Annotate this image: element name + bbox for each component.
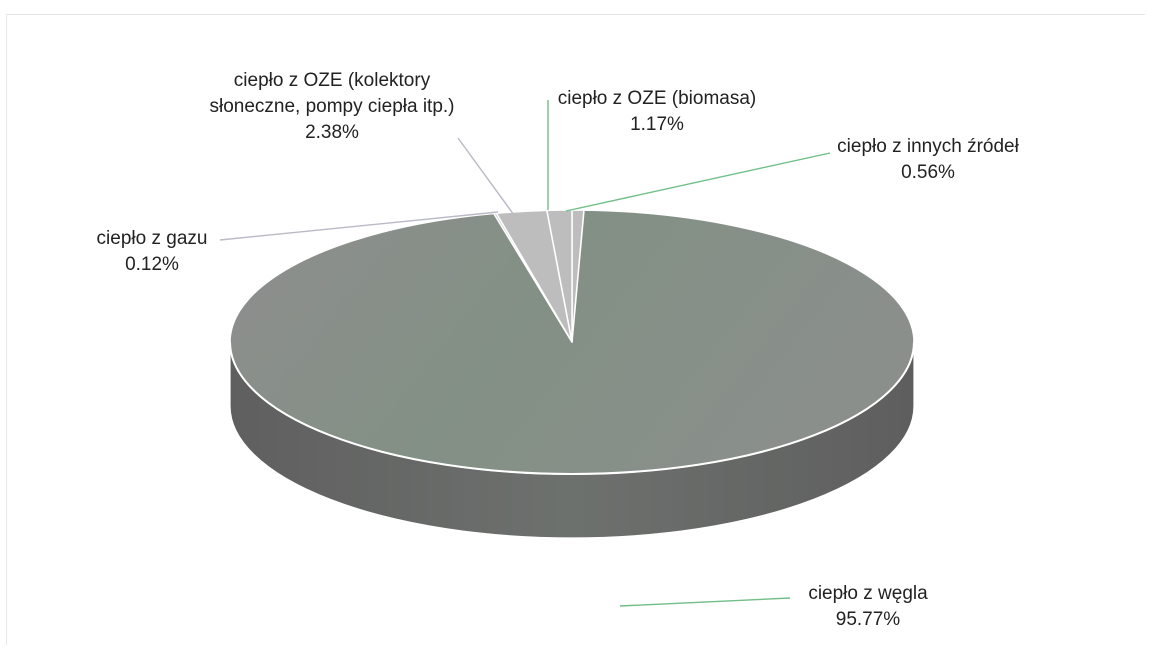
- slice-biomasa-value-label: 1.17%: [630, 114, 684, 135]
- chart-frame: [6, 14, 1145, 645]
- slice-gaz-label: ciepło z gazu 0.12%: [97, 228, 208, 275]
- slice-weg-value-label: 95.77%: [836, 609, 901, 630]
- slice-inne-value-label: 0.56%: [901, 162, 955, 183]
- slice-gaz-leader: [219, 211, 499, 241]
- slice-gaz-value-label: 0.12%: [125, 254, 179, 275]
- slice-weg-leader: [619, 597, 791, 607]
- slice-kolektory-leader: [457, 137, 515, 216]
- slice-inne-label: ciepło z innych źródeł 0.56%: [837, 136, 1019, 183]
- slice-inne-leader: [565, 152, 831, 212]
- pie-rim: [229, 341, 915, 475]
- slice-kolektory-value-label: 2.38%: [305, 122, 359, 143]
- slice-kolektory-label: ciepło z OZE (kolektory słoneczne, pompy …: [209, 70, 454, 143]
- slice-weg-label: ciepło z węgla 95.77%: [808, 583, 928, 630]
- slice-biomasa-label: ciepło z OZE (biomasa) 1.17%: [558, 88, 757, 135]
